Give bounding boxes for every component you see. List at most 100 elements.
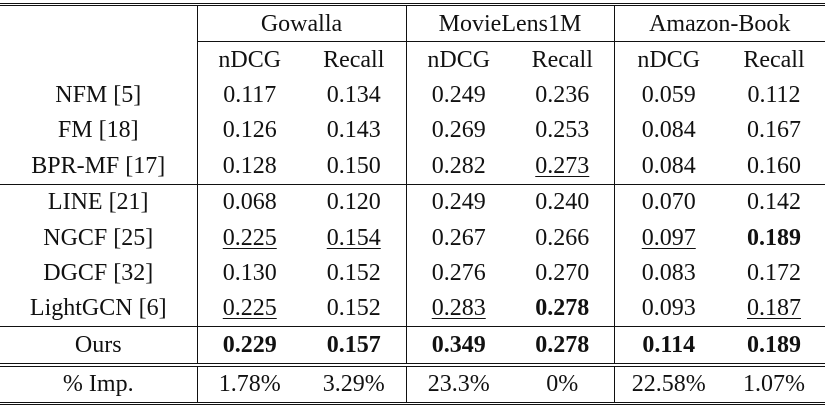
value-text: 1.78%: [218, 371, 281, 398]
value-text: 0.270: [535, 260, 590, 287]
value-cell: 0.240: [511, 183, 615, 220]
dataset-header-gowalla: Gowalla: [197, 3, 407, 42]
method-name-cell: LightGCN [6]: [0, 290, 198, 327]
value-cell: 0.167: [723, 113, 825, 148]
value-text: 0.084: [641, 152, 696, 179]
value-cell: 0.143: [302, 112, 407, 149]
value-text: 0.126: [222, 117, 277, 144]
value-cell: 0.134: [302, 77, 407, 113]
value-cell: 1.07%: [723, 362, 825, 405]
method-name-cell: FM [18]: [0, 112, 198, 149]
table-row: NFM [5] 0.117 0.134 0.249 0.236 0.059 0.112: [0, 77, 825, 113]
value-text: 0.269: [431, 117, 486, 144]
corner-cell: [0, 3, 198, 42]
improvement-row: % Imp. 1.78% 3.29% 23.3% 0% 22.58% 1.07%: [0, 362, 825, 405]
value-text: 0.249: [431, 82, 486, 109]
value-text: 0.276: [431, 260, 486, 287]
corner-cell-lower: [0, 41, 198, 78]
value-cell: 0.283: [406, 291, 511, 327]
value-cell: 0.225: [197, 220, 302, 255]
value-cell: 0.083: [614, 255, 723, 290]
value-text: 0.157: [326, 331, 381, 358]
metric-header: Recall: [511, 41, 615, 78]
value-text: 0.278: [535, 295, 590, 322]
method-name-cell: LINE [21]: [0, 183, 198, 220]
value-text: 0.068: [222, 189, 277, 216]
value-cell: 1.78%: [197, 362, 302, 405]
table-row: LINE [21] 0.068 0.120 0.249 0.240 0.070 0.142: [0, 183, 825, 220]
value-text: 1.07%: [743, 371, 805, 398]
value-text: 0.172: [747, 260, 801, 287]
value-cell: 0.249: [406, 183, 511, 220]
value-cell: 0.172: [723, 255, 825, 290]
value-cell: 0.187: [723, 291, 825, 327]
value-cell: 0.269: [406, 113, 511, 148]
value-cell: 0.236: [511, 77, 615, 113]
value-text: 0.142: [747, 189, 801, 216]
ours-row: Ours 0.229 0.157 0.349 0.278 0.114 0.189: [0, 326, 825, 365]
value-cell: 0.084: [614, 148, 723, 184]
value-cell: 0.253: [511, 112, 615, 149]
value-cell: 0.070: [614, 183, 723, 220]
metric-header: nDCG: [197, 41, 302, 78]
value-text: 0.229: [222, 331, 277, 358]
value-text: 0.134: [326, 82, 381, 109]
value-cell: 0.229: [197, 326, 302, 365]
value-cell: 0.084: [614, 113, 723, 148]
value-cell: 0.154: [302, 219, 407, 256]
table-row: NGCF [25] 0.225 0.154 0.267 0.266 0.097 0.189: [0, 219, 825, 256]
value-text: 0.236: [535, 82, 590, 109]
value-cell: 0.189: [723, 326, 825, 365]
value-cell: 0.249: [406, 77, 511, 112]
table-body: Gowalla MovieLens1M Amazon-Book nDCG Rec…: [0, 3, 825, 405]
value-cell: 0.150: [302, 148, 407, 185]
method-name-cell: NFM [5]: [0, 77, 198, 113]
value-text: 0.152: [326, 295, 381, 322]
value-cell: 0.059: [614, 77, 723, 112]
metric-header: Recall: [723, 41, 825, 78]
value-text: 0.267: [431, 224, 486, 251]
value-cell: 0.282: [406, 148, 511, 184]
value-text: 0%: [546, 371, 579, 398]
value-cell: 0.152: [302, 255, 407, 291]
value-text: 23.3%: [427, 371, 490, 398]
value-cell: 22.58%: [614, 362, 723, 405]
value-text: 0.283: [431, 295, 486, 322]
value-cell: 0.142: [723, 183, 825, 220]
metric-header-row: nDCG Recall nDCG Recall nDCG Recall: [0, 41, 825, 78]
dataset-header-amazon-book: Amazon-Book: [614, 3, 825, 42]
value-cell: 0.128: [197, 148, 302, 184]
value-cell: 0.273: [511, 148, 615, 185]
metric-header: Recall: [302, 41, 407, 78]
value-text: 0.189: [747, 331, 801, 358]
metric-header: nDCG: [614, 41, 723, 78]
value-cell: 23.3%: [406, 362, 511, 405]
method-name-cell: NGCF [25]: [0, 219, 198, 256]
value-text: 22.58%: [631, 371, 706, 398]
value-cell: 0.117: [197, 77, 302, 112]
value-text: 0.266: [535, 224, 590, 251]
method-name-cell: DGCF [32]: [0, 255, 198, 291]
value-text: 0.070: [641, 189, 696, 216]
value-text: 0.189: [747, 224, 801, 251]
value-cell: 0.130: [197, 255, 302, 290]
value-cell: 0%: [511, 362, 615, 405]
value-cell: 0.160: [723, 148, 825, 184]
table-row: FM [18] 0.126 0.143 0.269 0.253 0.084 0.167: [0, 112, 825, 149]
value-cell: 0.097: [614, 220, 723, 255]
dataset-header-row: Gowalla MovieLens1M Amazon-Book: [0, 3, 825, 42]
value-cell: 0.278: [511, 290, 615, 327]
method-name-cell: % Imp.: [0, 362, 198, 405]
value-cell: 0.276: [406, 255, 511, 290]
value-cell: 0.112: [723, 77, 825, 112]
value-cell: 0.267: [406, 220, 511, 255]
value-cell: 0.126: [197, 113, 302, 148]
value-text: 0.130: [222, 260, 277, 287]
value-cell: 0.093: [614, 291, 723, 327]
value-text: 0.187: [747, 295, 801, 322]
value-text: 0.273: [535, 152, 590, 179]
table-row: LightGCN [6] 0.225 0.152 0.283 0.278 0.093 0.1…: [0, 290, 825, 327]
value-text: 0.059: [641, 82, 696, 109]
value-text: 0.167: [747, 117, 801, 144]
